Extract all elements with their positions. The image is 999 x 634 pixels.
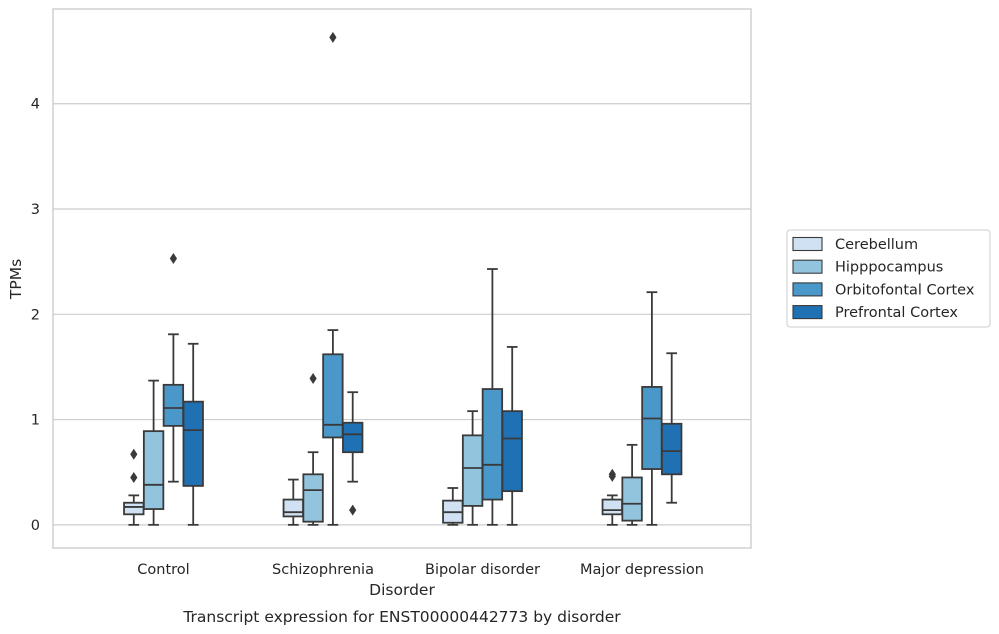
iqr-box <box>142 430 165 510</box>
legend-swatch <box>792 282 823 297</box>
legend-swatch <box>792 236 823 252</box>
y-tick-label: 4 <box>31 97 40 113</box>
chart-caption: Transcript expression for ENST0000044277… <box>182 608 621 626</box>
box-prefrontal-cortex <box>342 391 364 516</box>
iqr-box <box>601 498 623 516</box>
legend-swatch <box>792 259 823 274</box>
outlier-point <box>608 468 616 480</box>
box-prefrontal-cortex <box>661 352 683 504</box>
box-cerebellum <box>282 478 304 526</box>
legend-label: Orbitofontal Cortex <box>835 282 975 298</box>
iqr-box <box>342 421 364 454</box>
box-orbitofontal-cortex <box>481 268 504 526</box>
x-axis-ticks: Control Schizophrenia Bipolar disorder Majo… <box>137 562 704 578</box>
iqr-box <box>461 434 484 507</box>
y-tick-label: 2 <box>31 307 40 323</box>
iqr-box <box>501 410 523 493</box>
iqr-box <box>481 388 504 501</box>
iqr-box <box>621 476 643 522</box>
iqr-box <box>123 501 145 516</box>
iqr-box <box>162 383 185 427</box>
legend-label: Cerebellum <box>835 237 918 253</box>
box-hipppocampus <box>302 373 324 526</box>
box-cerebellum <box>601 468 623 526</box>
box-orbitofontal-cortex <box>641 291 663 526</box>
outlier-point <box>309 373 317 385</box>
legend-swatch <box>792 305 823 320</box>
x-axis-title: Disorder <box>369 581 435 599</box>
box-hipppocampus <box>461 410 484 526</box>
x-tick-label: Major depression <box>580 562 704 578</box>
box-hipppocampus <box>621 443 643 526</box>
y-axis-ticks: 0 1 2 3 4 <box>31 97 40 534</box>
iqr-box <box>282 498 304 518</box>
box-orbitofontal-cortex <box>162 252 185 483</box>
y-axis-title: TPMs <box>7 259 25 300</box>
legend-label: Hipppocampus <box>835 260 943 276</box>
legend-frame <box>786 229 991 328</box>
iqr-box <box>302 473 324 523</box>
box-prefrontal-cortex <box>501 346 523 526</box>
box-prefrontal-cortex <box>182 342 204 526</box>
y-tick-label: 0 <box>31 518 40 534</box>
outlier-point <box>130 471 138 483</box>
outlier-point <box>329 31 337 43</box>
x-tick-label: Schizophrenia <box>272 562 374 578</box>
x-tick-label: Control <box>137 562 189 578</box>
plot-frame <box>52 8 752 549</box>
box-cerebellum <box>123 448 145 526</box>
box-hipppocampus <box>142 379 165 526</box>
plot-area <box>123 31 683 526</box>
iqr-box <box>182 400 204 487</box>
y-tick-label: 3 <box>31 202 40 218</box>
legend: Cerebellum Hipppocampus Orbitofontal Corte… <box>786 229 991 328</box>
iqr-box <box>641 386 663 470</box>
iqr-box <box>661 422 683 476</box>
box-cerebellum <box>442 487 464 526</box>
x-tick-label: Bipolar disorder <box>425 562 540 578</box>
box-orbitofontal-cortex <box>322 31 344 526</box>
legend-label: Prefrontal Cortex <box>835 305 958 321</box>
outlier-point <box>130 448 138 460</box>
iqr-box <box>322 353 344 439</box>
outlier-point <box>169 252 177 264</box>
y-tick-label: 1 <box>31 413 40 429</box>
outlier-point <box>349 504 357 516</box>
